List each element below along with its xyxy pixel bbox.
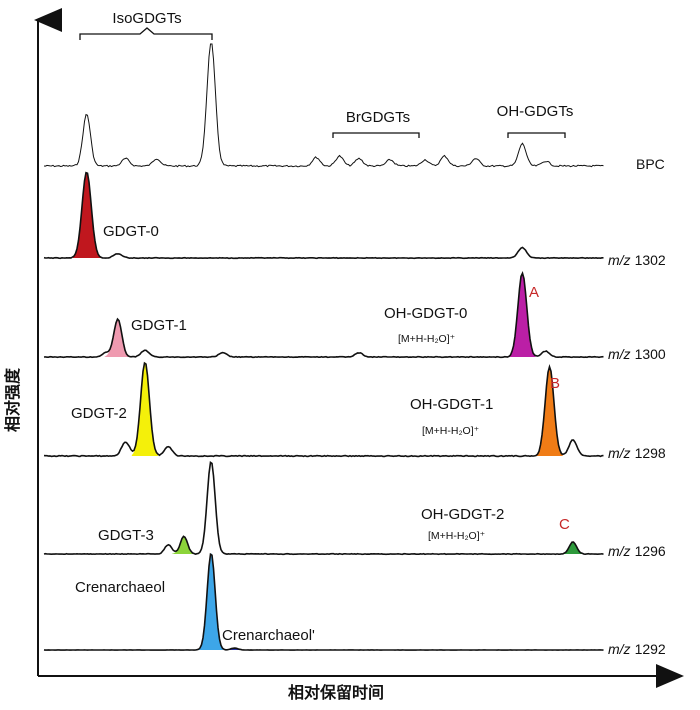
brgdgt-label: BrGDGTs	[346, 109, 410, 126]
x-axis-title: 相对保留时间	[288, 683, 384, 702]
mz1298-trace	[43, 361, 604, 458]
isogdgt-label: IsoGDGTs	[112, 10, 181, 27]
gdgt2-label: GDGT-2	[71, 405, 127, 422]
peak-letter-c: C	[559, 516, 570, 533]
gdgt0-peak-fill	[72, 172, 101, 258]
mz1302-trace	[43, 171, 604, 260]
bpc-trace	[43, 43, 604, 168]
gdgt0-label: GDGT-0	[103, 223, 159, 240]
crenarchaeol-label: Crenarchaeol	[75, 579, 165, 596]
ohgdgt0-adduct: [M+H-H₂O]⁺	[398, 333, 456, 345]
ohgdgt2-label: OH-GDGT-2	[421, 506, 504, 523]
ohgdgt1-adduct: [M+H-H₂O]⁺	[422, 425, 480, 437]
mz1300-ion-label: m/z 1300	[608, 346, 666, 362]
y-axis-title: 相对强度	[3, 367, 22, 432]
mz1292-trace	[43, 552, 604, 651]
peak-letter-b: B	[550, 375, 560, 392]
mz1298-ion-label: m/z 1298	[608, 445, 666, 461]
gdgt3-label: GDGT-3	[98, 527, 154, 544]
isogdgt-bracket	[79, 27, 213, 40]
mz1296-ion-label: m/z 1296	[608, 543, 666, 559]
ohgdgt1-label: OH-GDGT-1	[410, 396, 493, 413]
bpc-ion-label: BPC	[636, 156, 665, 172]
ohgdgt2-adduct: [M+H-H₂O]⁺	[428, 530, 486, 542]
peak-letter-a: A	[529, 284, 539, 301]
crenarchaeol-prime-label: Crenarchaeol'	[222, 627, 315, 644]
gdgt1-label: GDGT-1	[131, 317, 187, 334]
ohgdgt-label: OH-GDGTs	[497, 103, 574, 120]
ohgdgt0-label: OH-GDGT-0	[384, 305, 467, 322]
mz1296-trace	[43, 461, 604, 556]
brgdgt-bracket	[332, 132, 420, 138]
mz1300-trace	[43, 271, 604, 359]
mz1292-ion-label: m/z 1292	[608, 641, 666, 657]
ohgdgt-bracket	[507, 132, 566, 138]
mz1302-ion-label: m/z 1302	[608, 252, 666, 268]
